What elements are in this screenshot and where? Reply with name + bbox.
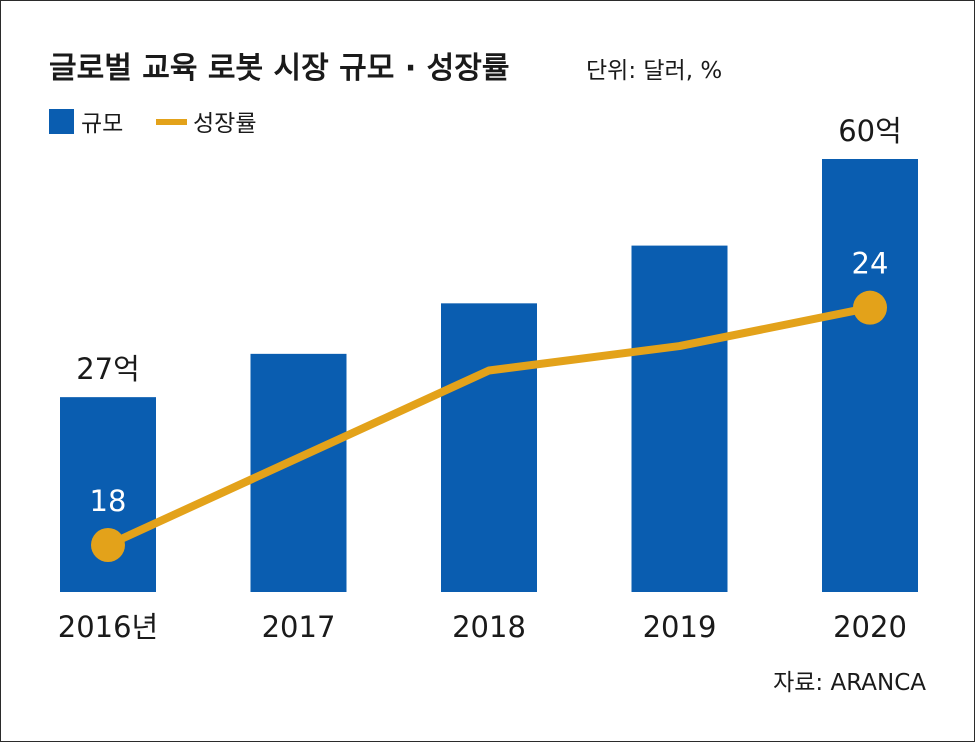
x-tick-label-3: 2019 [643,610,717,644]
bar-series [60,159,918,592]
bar-4 [822,159,918,592]
growth-line [106,303,871,549]
growth-point-0 [91,528,125,562]
legend-swatch-bar [49,109,74,134]
source-note: 자료: ARANCA [773,670,926,696]
bar-data-label-4: 60억 [838,114,902,148]
bar-data-label-0: 27억 [76,352,140,386]
growth-data-label-4: 24 [852,247,889,281]
legend-label-line: 성장률 [193,111,256,137]
x-tick-label-0: 2016년 [58,610,158,644]
x-axis-ticks: 2016년 2017 2018 2019 2020 [58,610,907,644]
x-tick-label-1: 2017 [262,610,336,644]
legend-label-bar: 규모 [81,111,123,137]
unit-note: 단위: 달러, % [586,58,722,84]
legend: 규모 성장률 [49,109,256,137]
growth-data-label-0: 18 [90,484,127,518]
bar-3 [631,245,728,592]
x-tick-label-2: 2018 [452,610,526,644]
growth-point-4 [853,290,887,325]
bar-data-labels: 27억 60억 [76,114,902,386]
chart-title: 글로벌 교육 로봇 시장 규모 · 성장률 [49,51,509,86]
x-tick-label-4: 2020 [833,610,907,644]
bar-2 [441,303,537,592]
